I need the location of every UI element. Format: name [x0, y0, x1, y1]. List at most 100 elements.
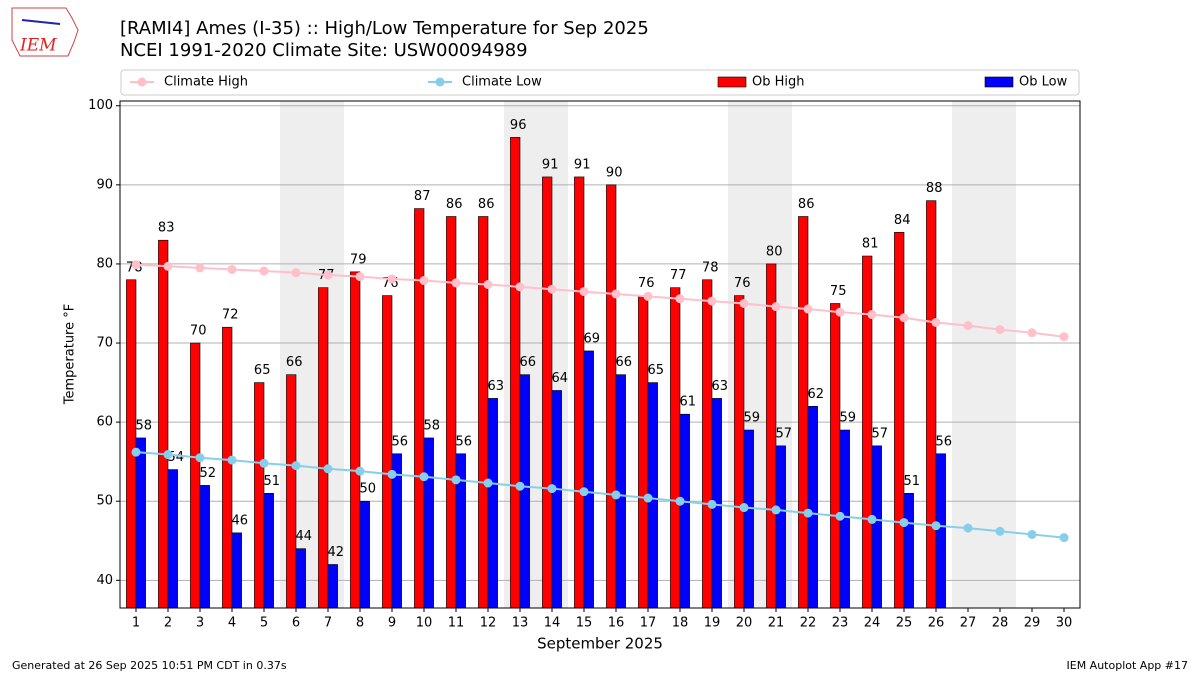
x-tick-label: 5 — [260, 616, 268, 631]
bar-label: 72 — [222, 308, 239, 323]
bar — [414, 208, 425, 609]
bar-label: 58 — [136, 418, 153, 433]
y-tick-label: 80 — [96, 256, 113, 271]
bar — [894, 231, 905, 609]
line-marker — [387, 469, 397, 479]
line-marker — [643, 291, 653, 301]
legend-marker — [137, 77, 147, 87]
legend-marker — [435, 77, 445, 87]
bar-label: 83 — [158, 221, 175, 236]
bar-label: 88 — [926, 181, 943, 196]
bar — [222, 326, 233, 609]
line-marker — [931, 521, 941, 531]
bar — [126, 279, 137, 609]
line-marker — [547, 284, 557, 294]
bar — [359, 500, 370, 609]
bar — [135, 437, 146, 609]
logo-icon — [21, 19, 61, 25]
legend-label: Ob Low — [1019, 75, 1068, 90]
bar — [542, 176, 553, 609]
line-marker — [291, 268, 301, 278]
chart-title: [RAMI4] Ames (I-35) :: High/Low Temperat… — [120, 18, 649, 39]
bar — [679, 413, 690, 609]
bar-label: 50 — [360, 482, 377, 497]
line-marker — [291, 461, 301, 471]
line-marker — [355, 466, 365, 476]
line-marker — [739, 298, 749, 308]
line-marker — [611, 490, 621, 500]
bar-label: 57 — [776, 426, 793, 441]
weekend-shade — [984, 101, 1016, 608]
line-marker — [131, 260, 141, 270]
line-marker — [1027, 328, 1037, 338]
x-tick-label: 4 — [228, 616, 236, 631]
bar-label: 65 — [254, 363, 271, 378]
bar — [775, 445, 786, 609]
bar — [519, 374, 530, 609]
bar-label: 56 — [456, 434, 473, 449]
line-marker — [963, 523, 973, 533]
bar — [446, 216, 457, 609]
bar — [510, 137, 521, 609]
bar-label: 86 — [446, 197, 463, 212]
bar — [903, 493, 914, 609]
bar-label: 59 — [744, 411, 761, 426]
bar-label: 46 — [232, 513, 249, 528]
bar — [199, 485, 210, 609]
y-tick-label: 50 — [96, 494, 113, 509]
line-marker — [867, 514, 877, 524]
line-marker — [195, 453, 205, 463]
bar-label: 61 — [680, 395, 697, 410]
x-tick-label: 27 — [960, 616, 977, 631]
bar — [670, 287, 681, 609]
x-tick-label: 13 — [512, 616, 529, 631]
bar-label: 52 — [200, 466, 217, 481]
plot-frame — [119, 100, 1081, 609]
x-tick-label: 25 — [896, 616, 913, 631]
bar — [487, 398, 498, 609]
line-marker — [995, 325, 1005, 335]
footer-right: IEM Autoplot App #17 — [1067, 659, 1189, 672]
bar-label: 96 — [510, 118, 527, 133]
line-marker — [771, 302, 781, 312]
bar-label: 80 — [766, 244, 783, 259]
line-marker — [515, 481, 525, 491]
bar-label: 76 — [638, 276, 655, 291]
x-tick-label: 18 — [672, 616, 689, 631]
x-tick-label: 1 — [132, 616, 140, 631]
line-marker — [963, 321, 973, 331]
bar — [830, 303, 841, 609]
bar-label: 42 — [328, 545, 345, 560]
line-marker — [931, 317, 941, 327]
bar-label: 63 — [488, 379, 505, 394]
line-marker — [1059, 332, 1069, 342]
bar — [734, 295, 745, 609]
x-tick-label: 6 — [292, 616, 300, 631]
x-tick-label: 28 — [992, 616, 1009, 631]
bar-label: 91 — [542, 157, 559, 172]
line — [135, 451, 1065, 539]
x-tick-label: 22 — [800, 616, 817, 631]
x-axis-label: September 2025 — [537, 635, 663, 653]
line-marker — [707, 296, 717, 306]
line-marker — [131, 447, 141, 457]
bar — [295, 548, 306, 609]
line-marker — [803, 304, 813, 314]
x-tick-label: 11 — [448, 616, 465, 631]
line-marker — [803, 508, 813, 518]
legend-swatch — [717, 76, 747, 88]
line-marker — [579, 287, 589, 297]
bar — [327, 564, 338, 609]
bar — [167, 469, 178, 609]
bar-label: 66 — [286, 355, 303, 370]
y-axis-label: Temperature °F — [63, 304, 78, 405]
bar — [871, 445, 882, 609]
bar — [798, 216, 809, 609]
bar — [638, 295, 649, 609]
x-tick-label: 24 — [864, 616, 881, 631]
line-marker — [547, 484, 557, 494]
bar-label: 78 — [702, 260, 719, 275]
legend-label: Climate Low — [462, 75, 542, 90]
x-tick-label: 30 — [1056, 616, 1073, 631]
line-marker — [611, 289, 621, 299]
